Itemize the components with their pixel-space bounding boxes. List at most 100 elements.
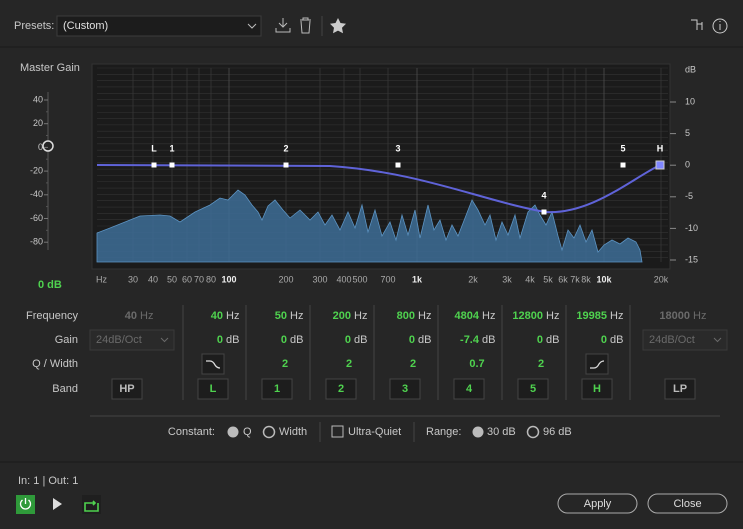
frequency-value[interactable]: 4804: [455, 310, 480, 322]
gain-unit: dB: [226, 334, 239, 346]
band-button-label: L: [210, 383, 217, 395]
help-icon[interactable]: [712, 18, 728, 34]
radio-q-label: Q: [243, 426, 252, 438]
freq-label: 5k: [543, 274, 553, 284]
q-value[interactable]: 2: [410, 358, 416, 370]
band-button[interactable]: [517, 378, 549, 400]
shelf-type-button[interactable]: [201, 353, 225, 375]
band-marker-label: 4: [541, 190, 546, 200]
gain-tick-label: -60: [30, 213, 43, 223]
gain-value[interactable]: 0: [601, 334, 607, 346]
frequency-value[interactable]: 19985: [576, 310, 607, 322]
freq-label: 7k: [570, 274, 580, 284]
presets-label: Presets:: [14, 20, 54, 32]
freq-label: 10k: [596, 274, 612, 284]
band-handle[interactable]: [541, 209, 547, 215]
band-button[interactable]: [453, 378, 485, 400]
frequency-value[interactable]: 12800: [512, 310, 543, 322]
ultra-quiet-label: Ultra-Quiet: [348, 426, 401, 438]
frequency-value: 40: [125, 310, 137, 322]
apply-button[interactable]: [557, 493, 638, 514]
dropdown-arrow: [160, 337, 169, 343]
frequency-value[interactable]: 800: [397, 310, 415, 322]
band-handle[interactable]: [655, 160, 665, 170]
gain-unit: dB: [610, 334, 623, 346]
radio-q[interactable]: [227, 426, 239, 438]
dropdown-arrow: [247, 23, 257, 29]
freq-label: 80: [206, 274, 216, 284]
band-marker-label: 2: [283, 143, 288, 153]
master-gain-value[interactable]: 0 dB: [38, 279, 62, 291]
q-value[interactable]: 0.7: [469, 358, 484, 370]
radio-width[interactable]: [262, 425, 276, 439]
close-button[interactable]: [647, 493, 728, 514]
q-value[interactable]: 2: [346, 358, 352, 370]
gain-value[interactable]: 0: [345, 334, 351, 346]
frequency-unit: Hz: [226, 310, 239, 322]
param-row-label: Band: [52, 383, 78, 395]
gain-unit: dB: [354, 334, 367, 346]
shelf-type-button[interactable]: [585, 353, 609, 375]
band-button[interactable]: [389, 378, 421, 400]
freq-label: 30: [128, 274, 138, 284]
gain-value[interactable]: -7.4: [460, 334, 480, 346]
power-icon: [19, 498, 32, 510]
save-preset-icon[interactable]: [275, 18, 291, 33]
band-button[interactable]: [197, 378, 229, 400]
freq-label: 2k: [468, 274, 478, 284]
band-button[interactable]: [581, 378, 613, 400]
radio-96db[interactable]: [526, 425, 540, 439]
gain-slider-knob[interactable]: [42, 140, 54, 152]
eq-curve: [96, 164, 661, 214]
band-button[interactable]: [111, 378, 143, 400]
loop-button[interactable]: [82, 495, 101, 514]
frequency-unit: Hz: [354, 310, 367, 322]
band-button[interactable]: [261, 378, 293, 400]
db-tick-label: 5: [685, 128, 690, 138]
shelf-icon: [206, 360, 221, 369]
frequency-value: 18000: [659, 310, 690, 322]
param-row-label: Q / Width: [32, 358, 78, 370]
band-handle[interactable]: [169, 162, 175, 168]
freq-label: 400: [336, 274, 351, 284]
gain-value[interactable]: 0: [217, 334, 223, 346]
slope-dropdown[interactable]: [642, 329, 728, 351]
frequency-value[interactable]: 200: [333, 310, 351, 322]
band-button[interactable]: [664, 378, 696, 400]
preset-value: (Custom): [63, 20, 108, 32]
gain-value[interactable]: 0: [409, 334, 415, 346]
routing-icon[interactable]: [691, 19, 703, 30]
gain-value[interactable]: 0: [281, 334, 287, 346]
gain-unit: dB: [482, 334, 495, 346]
range-label: Range:: [426, 426, 461, 438]
band-button[interactable]: [325, 378, 357, 400]
radio-96db-label: 96 dB: [543, 426, 572, 438]
io-label: In: 1 | Out: 1: [18, 475, 78, 487]
preset-dropdown[interactable]: [56, 15, 262, 37]
q-value[interactable]: 2: [538, 358, 544, 370]
frequency-value[interactable]: 40: [211, 310, 223, 322]
db-unit: dB: [685, 64, 696, 74]
band-handle[interactable]: [395, 162, 401, 168]
freq-label: 1k: [412, 274, 423, 284]
shelf-icon: [590, 360, 605, 369]
favorite-icon[interactable]: [330, 18, 346, 34]
band-handle[interactable]: [151, 162, 157, 168]
freq-label: 500: [352, 274, 367, 284]
frequency-value[interactable]: 50: [275, 310, 287, 322]
band-handle[interactable]: [283, 162, 289, 168]
power-button[interactable]: [16, 495, 35, 514]
delete-preset-icon[interactable]: [300, 17, 311, 34]
slope-dropdown[interactable]: [89, 329, 175, 351]
ultra-quiet-checkbox[interactable]: [331, 425, 344, 438]
band-handle[interactable]: [620, 162, 626, 168]
freq-label: Hz: [96, 274, 107, 284]
freq-label: 70: [194, 274, 204, 284]
radio-30db[interactable]: [472, 426, 484, 438]
gain-value[interactable]: 0: [537, 334, 543, 346]
db-tick-label: 0: [685, 160, 690, 170]
q-value[interactable]: 2: [282, 358, 288, 370]
frequency-unit: Hz: [546, 310, 559, 322]
band-button-label: 3: [402, 383, 408, 395]
play-button[interactable]: [53, 498, 62, 510]
